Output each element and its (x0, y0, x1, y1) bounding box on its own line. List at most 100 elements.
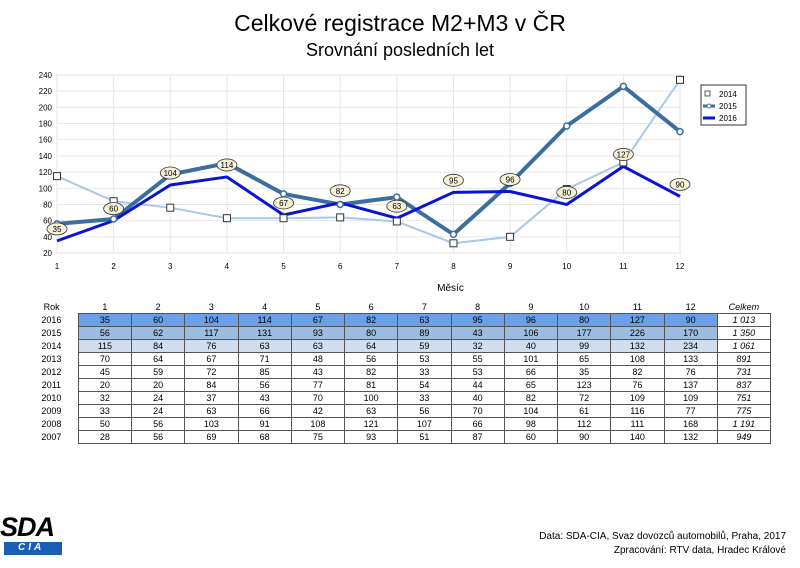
table-cell: 66 (237, 404, 292, 418)
table-cell: 60 (130, 313, 186, 327)
data-label-bubble (46, 222, 68, 236)
point-2014 (449, 239, 458, 248)
table-cell: 70 (290, 391, 346, 405)
point-2015 (279, 190, 288, 198)
table-cell: 85 (237, 365, 292, 379)
row-year: 2009 (41, 406, 62, 416)
row-total: 731 (716, 365, 772, 379)
table-cell: 234 (663, 339, 718, 353)
table-cell: 64 (343, 339, 399, 353)
x-tick-label: 10 (562, 262, 571, 271)
table-cell: 67 (184, 352, 239, 366)
row-year: 2012 (41, 367, 62, 377)
plot-area (56, 74, 681, 254)
data-label-bubble (103, 202, 125, 216)
row-year: 2014 (41, 341, 62, 351)
row-total: 949 (716, 430, 772, 444)
data-label-bubble (216, 158, 238, 172)
y-tick-label: 180 (39, 120, 53, 129)
table-cell: 104 (503, 404, 559, 418)
row-year: 2008 (41, 419, 62, 429)
row-total: 775 (716, 404, 772, 418)
table-cell: 115 (77, 339, 133, 353)
legend-swatch-2014 (704, 90, 711, 97)
y-tick-label: 40 (43, 233, 52, 242)
y-tick-label: 60 (43, 217, 52, 226)
series-line-2016 (56, 164, 681, 243)
table-cell: 40 (450, 391, 505, 405)
table-row: 2011 20 20 84 56 77 81 54 44 65 123 76 137 837 (25, 378, 772, 392)
table-cell: 70 (77, 352, 133, 366)
table-cell: 60 (503, 430, 559, 444)
source-note: Data: SDA-CIA, Svaz dovozců automobilů, … (539, 531, 786, 542)
col-header-month: 7 (421, 302, 427, 312)
table-cell: 33 (397, 391, 452, 405)
data-label-bubble (443, 173, 464, 187)
table-row: 2010 32 24 37 43 70 100 33 40 82 72 109 109 751 (25, 391, 772, 405)
table-cell: 76 (610, 378, 665, 392)
table-cell: 42 (290, 404, 346, 418)
table-cell: 56 (130, 417, 186, 431)
table-cell: 65 (556, 352, 612, 366)
col-header-month: 8 (475, 302, 481, 312)
table-cell: 48 (290, 352, 346, 366)
y-tick-label: 100 (39, 184, 53, 193)
x-tick-label: 4 (225, 262, 230, 271)
table-cell: 81 (343, 378, 399, 392)
point-2014 (279, 214, 288, 223)
table-cell: 43 (450, 326, 505, 340)
data-label: 95 (449, 176, 458, 185)
table-cell: 70 (450, 404, 505, 418)
table-cell: 103 (184, 417, 239, 431)
table-cell: 69 (184, 430, 239, 444)
logo-text-cia: CIA (18, 542, 45, 553)
table-cell: 54 (397, 378, 452, 392)
table-row: 2007 28 56 69 68 75 93 51 87 60 90 140 132 949 (25, 430, 772, 444)
col-header-month: 9 (528, 302, 534, 312)
table-cell: 24 (130, 404, 186, 418)
point-2015 (393, 193, 401, 201)
table-cell: 63 (184, 404, 239, 418)
col-header-month: 4 (262, 302, 268, 312)
table-cell: 101 (503, 352, 559, 366)
logo-bar (4, 542, 62, 555)
table-cell: 108 (610, 352, 665, 366)
table-cell: 33 (397, 365, 452, 379)
table-row: 2013 70 64 67 71 48 56 53 55 101 65 108 133 891 (25, 352, 772, 366)
y-tick-label: 160 (39, 136, 53, 145)
point-2015 (676, 127, 684, 136)
series-line-2015 (56, 84, 682, 237)
table-cell: 96 (503, 313, 559, 327)
table-cell: 76 (184, 339, 239, 353)
table-cell: 66 (503, 365, 559, 379)
table-cell: 63 (343, 404, 399, 418)
table-cell: 90 (556, 430, 612, 444)
y-tick-label: 20 (43, 249, 52, 258)
row-total: 1 013 (716, 313, 772, 327)
series-line-2014 (56, 79, 681, 245)
table-row: 2009 33 24 63 66 42 63 56 70 104 61 116 77 775 (25, 404, 772, 418)
table-cell: 100 (343, 391, 399, 405)
table-cell: 140 (610, 430, 665, 444)
table-cell: 68 (237, 430, 292, 444)
point-2015 (109, 215, 118, 223)
x-tick-label: 12 (676, 262, 685, 271)
chart-title: Celkové registrace M2+M3 v ČR (234, 10, 566, 36)
table-cell: 80 (556, 313, 612, 327)
table-cell: 56 (77, 326, 133, 340)
table-cell: 28 (77, 430, 133, 444)
table-cell: 76 (663, 365, 718, 379)
data-label-bubble (273, 196, 294, 210)
table-cell: 75 (290, 430, 346, 444)
table-cell: 93 (343, 430, 399, 444)
point-2014 (506, 232, 515, 241)
table-cell: 133 (663, 352, 718, 366)
x-tick-label: 6 (338, 262, 343, 271)
data-label: 35 (53, 225, 62, 234)
table-cell: 112 (556, 417, 612, 431)
row-year: 2011 (41, 380, 62, 390)
table-cell: 50 (77, 417, 133, 431)
data-label-bubble (669, 177, 691, 191)
col-header-month: 3 (208, 302, 214, 312)
row-year: 2010 (41, 393, 62, 403)
